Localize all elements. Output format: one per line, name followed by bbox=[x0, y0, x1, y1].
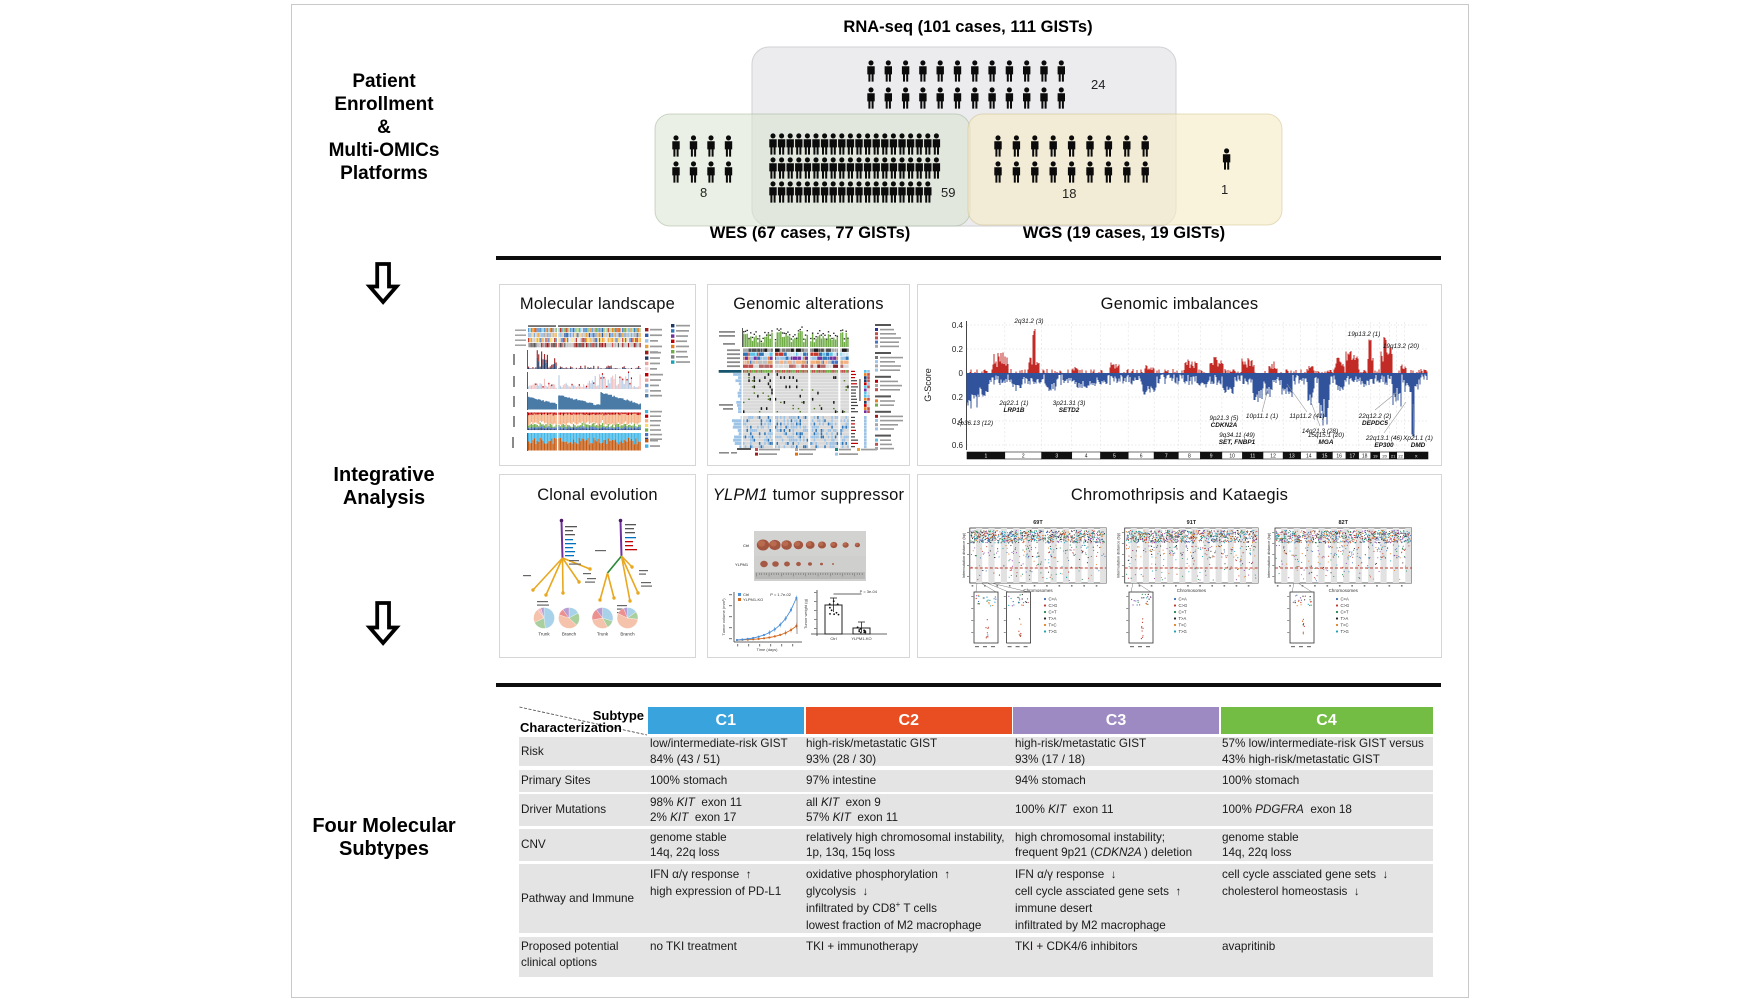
svg-text:10p11.1 (1): 10p11.1 (1) bbox=[1246, 413, 1278, 420]
svg-text:69T: 69T bbox=[1033, 520, 1043, 526]
svg-text:14: 14 bbox=[1306, 453, 1312, 459]
svg-text:Ctrl: Ctrl bbox=[743, 543, 749, 548]
svg-text:2q22.1 (1): 2q22.1 (1) bbox=[998, 400, 1028, 407]
svg-text:0.6: 0.6 bbox=[952, 441, 964, 450]
svg-text:Trunk: Trunk bbox=[597, 632, 609, 637]
svg-text:91T: 91T bbox=[1187, 520, 1197, 526]
svg-text:CDKN2A: CDKN2A bbox=[1211, 422, 1238, 429]
svg-text:18: 18 bbox=[1362, 453, 1368, 459]
svg-text:8: 8 bbox=[1188, 453, 1191, 459]
svg-text:Chromosomes: Chromosomes bbox=[1177, 588, 1207, 593]
svg-text:Chromosomes: Chromosomes bbox=[1023, 588, 1053, 593]
svg-text:22q13.1 (46): 22q13.1 (46) bbox=[1365, 435, 1402, 442]
svg-text:19: 19 bbox=[1373, 453, 1378, 458]
svg-text:3p21.31 (3): 3p21.31 (3) bbox=[1053, 400, 1086, 407]
svg-text:5: 5 bbox=[1113, 453, 1116, 459]
svg-text:8: 8 bbox=[700, 185, 707, 200]
svg-text:Trunk: Trunk bbox=[538, 632, 550, 637]
svg-text:EP300: EP300 bbox=[1374, 442, 1394, 449]
svg-text:YLPM1-KO: YLPM1-KO bbox=[743, 597, 763, 602]
svg-text:9q34.11 (49): 9q34.11 (49) bbox=[1219, 432, 1255, 439]
svg-text:12: 12 bbox=[1270, 453, 1276, 459]
svg-text:17: 17 bbox=[1350, 453, 1356, 459]
svg-text:DMD: DMD bbox=[1411, 442, 1426, 449]
svg-text:11: 11 bbox=[1250, 453, 1255, 459]
svg-text:Xp21.1 (1): Xp21.1 (1) bbox=[1402, 435, 1433, 442]
svg-text:22: 22 bbox=[1398, 453, 1403, 458]
svg-text:20: 20 bbox=[1382, 453, 1387, 458]
svg-text:Tumor weight (g): Tumor weight (g) bbox=[803, 598, 808, 629]
svg-text:0.2: 0.2 bbox=[952, 345, 964, 354]
svg-text:Ctrl: Ctrl bbox=[830, 636, 836, 641]
svg-text:19p13.2 (1): 19p13.2 (1) bbox=[1348, 331, 1381, 338]
svg-text:9: 9 bbox=[1210, 453, 1213, 459]
svg-text:0.2: 0.2 bbox=[952, 393, 964, 402]
svg-text:0.4: 0.4 bbox=[952, 321, 964, 330]
svg-text:C>T: C>T bbox=[1049, 610, 1057, 615]
svg-text:Branch: Branch bbox=[562, 632, 577, 637]
svg-text:C>G: C>G bbox=[1049, 603, 1058, 608]
svg-text:2q31.2 (3): 2q31.2 (3) bbox=[1013, 318, 1043, 325]
svg-text:82T: 82T bbox=[1338, 520, 1348, 526]
svg-text:T>A: T>A bbox=[1179, 616, 1187, 621]
svg-text:Time (days): Time (days) bbox=[757, 647, 779, 652]
svg-text:P = 1.7e-02: P = 1.7e-02 bbox=[770, 592, 791, 597]
svg-text:19q13.2 (20): 19q13.2 (20) bbox=[1383, 343, 1419, 350]
svg-text:22q12.2 (2): 22q12.2 (2) bbox=[1358, 413, 1392, 420]
svg-text:3: 3 bbox=[1055, 453, 1058, 459]
svg-text:Branch: Branch bbox=[620, 632, 635, 637]
svg-text:1: 1 bbox=[985, 453, 988, 459]
svg-text:9p21.3 (5): 9p21.3 (5) bbox=[1209, 415, 1238, 422]
svg-text:DEPDC5: DEPDC5 bbox=[1362, 420, 1388, 427]
svg-text:SETD2: SETD2 bbox=[1059, 407, 1080, 414]
svg-text:6: 6 bbox=[1140, 453, 1143, 459]
svg-text:1: 1 bbox=[1221, 182, 1228, 197]
svg-text:T>C: T>C bbox=[1179, 623, 1187, 628]
svg-text:T>G: T>G bbox=[1049, 629, 1057, 634]
svg-text:C>A: C>A bbox=[1179, 597, 1187, 602]
svg-text:59: 59 bbox=[941, 185, 955, 200]
svg-text:1p36.13 (12): 1p36.13 (12) bbox=[957, 420, 993, 427]
svg-text:16: 16 bbox=[1336, 453, 1342, 459]
svg-text:LRP1B: LRP1B bbox=[1004, 407, 1025, 414]
svg-text:Tumor volume (mm³): Tumor volume (mm³) bbox=[721, 598, 726, 636]
svg-text:Intermutation distance (bp): Intermutation distance (bp) bbox=[962, 532, 966, 578]
svg-text:P = 3e-04: P = 3e-04 bbox=[860, 589, 878, 594]
svg-text:T>A: T>A bbox=[1049, 616, 1057, 621]
svg-text:0.4: 0.4 bbox=[952, 417, 964, 426]
svg-text:YLPM1: YLPM1 bbox=[735, 562, 749, 567]
svg-text:Intermutation distance (bp): Intermutation distance (bp) bbox=[1117, 532, 1121, 578]
svg-text:G-Score: G-Score bbox=[923, 368, 933, 402]
svg-text:21: 21 bbox=[1391, 453, 1396, 458]
svg-text:4: 4 bbox=[1085, 453, 1088, 459]
svg-text:10: 10 bbox=[1229, 453, 1235, 459]
svg-text:MGA: MGA bbox=[1319, 439, 1334, 446]
svg-text:7: 7 bbox=[1165, 453, 1168, 459]
svg-text:14q21.3 (28): 14q21.3 (28) bbox=[1302, 428, 1338, 435]
svg-text:T>C: T>C bbox=[1049, 623, 1057, 628]
svg-text:SET, FNBP1: SET, FNBP1 bbox=[1219, 439, 1256, 446]
svg-text:15: 15 bbox=[1322, 453, 1328, 459]
svg-text:C>G: C>G bbox=[1179, 603, 1188, 608]
svg-text:C>A: C>A bbox=[1049, 597, 1057, 602]
svg-text:C>T: C>T bbox=[1179, 610, 1187, 615]
svg-text:24: 24 bbox=[1091, 77, 1105, 92]
svg-text:X: X bbox=[1415, 453, 1418, 458]
svg-text:18: 18 bbox=[1062, 186, 1076, 201]
svg-text:Ctrl: Ctrl bbox=[743, 592, 749, 597]
svg-text:2: 2 bbox=[1022, 453, 1025, 459]
svg-text:11p11.2 (41): 11p11.2 (41) bbox=[1289, 413, 1324, 420]
svg-text:0: 0 bbox=[959, 369, 964, 378]
svg-text:YLPM1-KO: YLPM1-KO bbox=[851, 636, 871, 641]
svg-text:13: 13 bbox=[1289, 453, 1295, 459]
svg-text:T>G: T>G bbox=[1179, 629, 1187, 634]
svg-text:15q15.1 (20): 15q15.1 (20) bbox=[1308, 432, 1344, 439]
